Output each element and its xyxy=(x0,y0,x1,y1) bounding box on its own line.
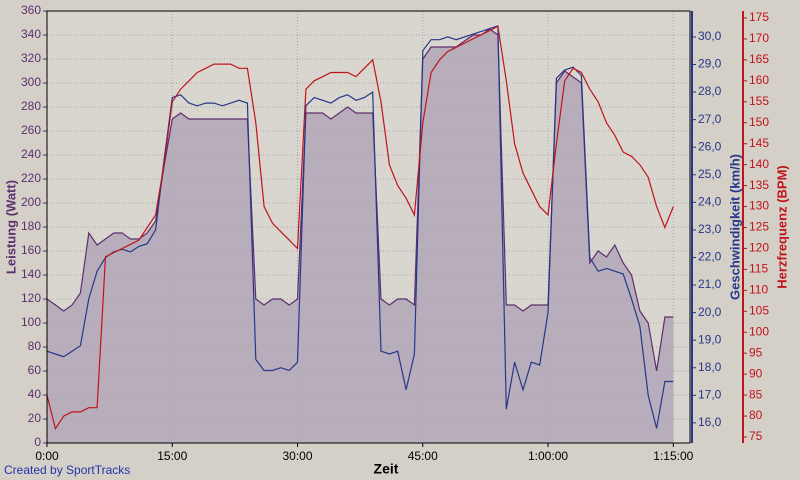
y-tick-label: 0 xyxy=(34,435,41,449)
y3-tick-label: 95 xyxy=(749,345,763,359)
y2-tick-label: 29,0 xyxy=(698,57,722,71)
y-tick-label: 60 xyxy=(28,363,42,377)
y2-tick-label: 25,0 xyxy=(698,167,722,181)
y2-tick-label: 30,0 xyxy=(698,29,722,43)
x-tick-label: 45:00 xyxy=(408,449,438,463)
y3-tick-label: 75 xyxy=(749,429,763,443)
y3-tick-label: 170 xyxy=(749,31,769,45)
y-tick-label: 20 xyxy=(28,411,42,425)
y2-tick-label: 18,0 xyxy=(698,360,722,374)
y2-tick-label: 16,0 xyxy=(698,415,722,429)
y3-tick-label: 130 xyxy=(749,199,769,213)
y-tick-label: 280 xyxy=(21,99,41,113)
y2-tick-label: 17,0 xyxy=(698,387,722,401)
y3-axis-title: Herzfrequenz (BPM) xyxy=(774,165,789,289)
y3-tick-label: 150 xyxy=(749,115,769,129)
y-tick-label: 80 xyxy=(28,339,42,353)
y3-tick-label: 165 xyxy=(749,52,769,66)
y2-tick-label: 22,0 xyxy=(698,250,722,264)
x-tick-label: 1:00:00 xyxy=(528,449,568,463)
y-tick-label: 260 xyxy=(21,123,41,137)
y2-tick-label: 23,0 xyxy=(698,222,722,236)
y3-tick-label: 125 xyxy=(749,220,769,234)
y3-tick-label: 110 xyxy=(749,283,768,297)
x-axis-title: Zeit xyxy=(374,461,399,477)
y-tick-label: 300 xyxy=(21,75,41,89)
x-tick-label: 30:00 xyxy=(283,449,313,463)
y2-tick-label: 19,0 xyxy=(698,332,722,346)
y2-tick-label: 27,0 xyxy=(698,112,722,126)
y3-tick-label: 85 xyxy=(749,387,763,401)
y-tick-label: 340 xyxy=(21,27,41,41)
credit: Created by SportTracks xyxy=(4,463,130,477)
y2-tick-label: 26,0 xyxy=(698,139,722,153)
x-tick-label: 0:00 xyxy=(35,449,59,463)
y2-tick-label: 24,0 xyxy=(698,194,722,208)
y3-tick-label: 160 xyxy=(749,73,769,87)
plot-frame xyxy=(46,10,691,444)
y3-tick-label: 145 xyxy=(749,136,769,150)
line xyxy=(46,25,674,431)
x-tick-label: 1:15:00 xyxy=(653,449,693,463)
y-tick-label: 180 xyxy=(21,219,41,233)
area xyxy=(47,29,674,443)
y2-tick-label: 28,0 xyxy=(698,84,722,98)
y3-tick-label: 115 xyxy=(749,262,768,276)
y-tick-label: 200 xyxy=(21,195,41,209)
y3-tick-label: 120 xyxy=(749,241,769,255)
y-tick-label: 160 xyxy=(21,243,41,257)
line xyxy=(46,25,674,429)
y2-tick-label: 21,0 xyxy=(698,277,722,291)
y-axis-title: Leistung (Watt) xyxy=(3,180,18,274)
y2-tick-label: 20,0 xyxy=(698,305,722,319)
x-tick-label: 15:00 xyxy=(157,449,187,463)
y-tick-label: 360 xyxy=(21,3,41,17)
y2-axis-title: Geschwindigkeit (km/h) xyxy=(727,154,742,300)
y3-tick-label: 100 xyxy=(749,324,769,338)
y3-tick-label: 175 xyxy=(749,10,769,24)
y-tick-label: 320 xyxy=(21,51,41,65)
y-tick-label: 120 xyxy=(21,291,41,305)
y-tick-label: 40 xyxy=(28,387,42,401)
y3-tick-label: 80 xyxy=(749,408,763,422)
y-tick-label: 100 xyxy=(21,315,41,329)
y-tick-label: 240 xyxy=(21,147,41,161)
y3-tick-label: 155 xyxy=(749,94,769,108)
y-tick-label: 220 xyxy=(21,171,41,185)
y3-tick-label: 135 xyxy=(749,178,769,192)
y-tick-label: 140 xyxy=(21,267,41,281)
y3-tick-label: 90 xyxy=(749,366,763,380)
y3-tick-label: 140 xyxy=(749,157,769,171)
y3-tick-label: 105 xyxy=(749,303,769,317)
